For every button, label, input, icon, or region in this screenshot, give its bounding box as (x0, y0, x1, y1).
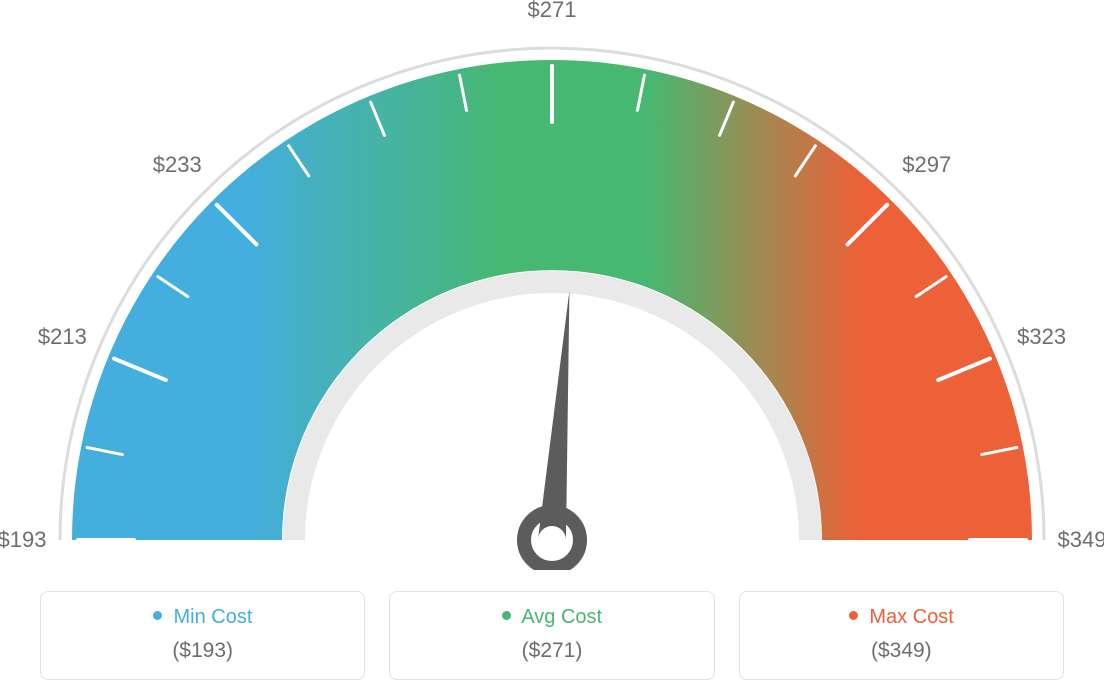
cost-gauge-chart: $193 $213 $233 $271 $297 $323 $349 Min Cost ($… (0, 0, 1104, 690)
legend-card-max: Max Cost ($349) (739, 591, 1064, 680)
tick-label: $271 (528, 0, 577, 23)
legend-title-min: Min Cost (51, 606, 354, 629)
tick-label: $233 (153, 152, 202, 178)
tick-label: $193 (0, 527, 46, 553)
legend-max-value: ($349) (750, 639, 1053, 663)
gauge-area: $193 $213 $233 $271 $297 $323 $349 (0, 0, 1104, 570)
legend-avg-label: Avg Cost (521, 606, 602, 628)
legend-avg-value: ($271) (400, 639, 703, 663)
legend-min-label: Min Cost (173, 606, 252, 628)
tick-label: $323 (1017, 324, 1066, 350)
legend-title-avg: Avg Cost (400, 606, 703, 629)
dot-avg-icon (502, 611, 511, 620)
legend-max-label: Max Cost (869, 606, 953, 628)
tick-label: $297 (902, 152, 951, 178)
dot-min-icon (153, 611, 162, 620)
legend-card-avg: Avg Cost ($271) (389, 591, 714, 680)
legend-row: Min Cost ($193) Avg Cost ($271) Max Cost… (0, 591, 1104, 680)
dot-max-icon (849, 611, 858, 620)
legend-title-max: Max Cost (750, 606, 1053, 629)
tick-label: $349 (1058, 527, 1104, 553)
legend-card-min: Min Cost ($193) (40, 591, 365, 680)
gauge-svg (0, 0, 1104, 570)
legend-min-value: ($193) (51, 639, 354, 663)
tick-label: $213 (38, 324, 87, 350)
